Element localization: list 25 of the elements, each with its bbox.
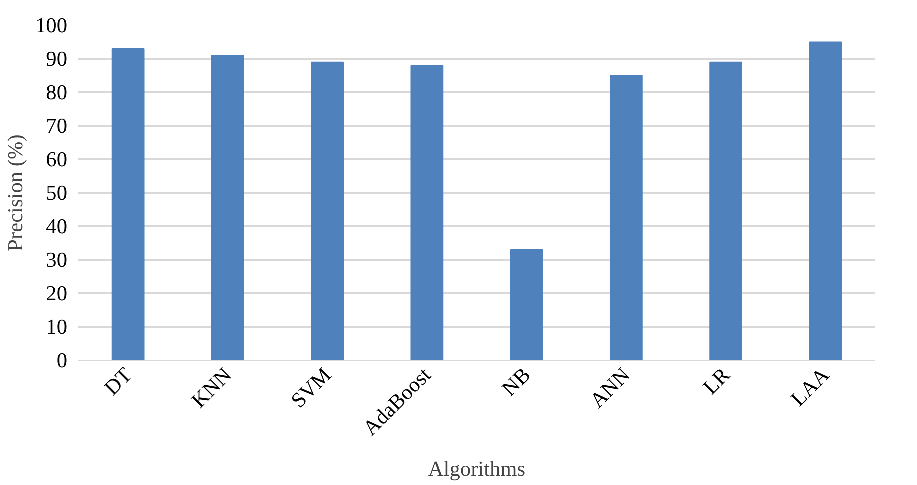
y-tick-label: 30 [46, 248, 68, 272]
y-tick-label: 40 [46, 214, 68, 238]
y-tick-label: 0 [56, 348, 68, 372]
y-tick-label: 100 [36, 14, 68, 38]
bar [510, 249, 544, 360]
y-tick-label: 10 [46, 315, 68, 339]
y-tick-label: 50 [46, 181, 68, 205]
y-tick-label: 90 [46, 47, 68, 71]
bar [710, 62, 743, 360]
bar [410, 65, 444, 360]
x-axis-title: Algorithms [428, 456, 526, 481]
y-axis-title: Precision (%) [4, 134, 28, 252]
bar [809, 42, 842, 360]
bar [211, 55, 244, 360]
x-tick-label: NB [497, 363, 536, 401]
y-tick-label: 60 [46, 148, 68, 172]
x-tick-label: DT [100, 363, 137, 400]
bar [610, 75, 643, 360]
bar [311, 62, 344, 360]
y-tick-label: 70 [46, 114, 68, 138]
x-tick-label: LAA [786, 362, 835, 411]
x-tick-label: LR [698, 362, 736, 400]
y-tick-label: 80 [46, 80, 68, 104]
bar [112, 48, 145, 360]
y-tick-label: 20 [46, 282, 68, 306]
